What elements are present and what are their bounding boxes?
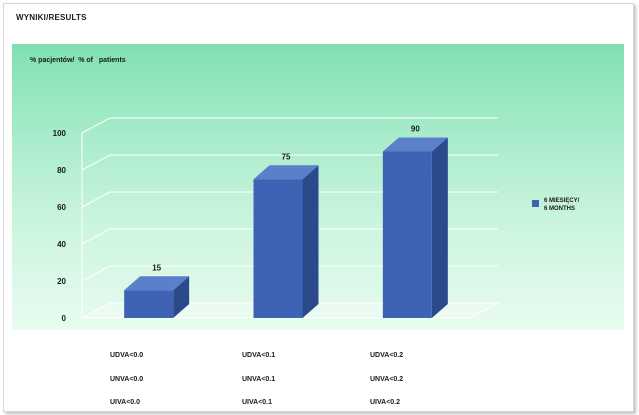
condition-label: UDVA<0.1 (242, 352, 276, 359)
gridline (81, 191, 498, 208)
bar-layer (124, 137, 448, 318)
data-label-layer: 15 75 90 (152, 125, 420, 273)
condition-label: UNVA<0.0 (110, 376, 144, 383)
bar-front (382, 151, 432, 318)
condition-label: UNVA<0.2 (370, 376, 404, 383)
data-label: 15 (152, 263, 161, 272)
condition-label: UIVA<0.0 (110, 399, 141, 406)
legend-swatch (532, 200, 539, 207)
bar-front (124, 290, 174, 318)
bar-side (431, 137, 448, 318)
data-label: 75 (282, 152, 291, 161)
y-axis-title: % pacjentów/ % of patients (30, 57, 126, 64)
y-tick-label: 0 (62, 314, 67, 323)
bar-top (382, 137, 448, 152)
page-title: WYNIKI/RESULTS (16, 13, 87, 22)
y-tick-label: 80 (57, 166, 66, 175)
bar-side (302, 165, 319, 318)
bar (124, 276, 190, 318)
bar-top (124, 276, 190, 291)
gridline (81, 117, 498, 134)
condition-row-uiva: UIVA<0.0 UIVA<0.1 UIVA<0.2 (0, 399, 639, 411)
legend: 6 MIESIĘCY/ 6 MONTHS (532, 197, 579, 213)
condition-label: UNVA<0.1 (242, 376, 276, 383)
gridline (81, 228, 498, 245)
y-tick-label: 40 (57, 240, 66, 249)
y-tick-label: 60 (57, 203, 66, 212)
bar (382, 137, 448, 318)
condition-label: UIVA<0.2 (370, 399, 401, 406)
gridline (81, 154, 498, 171)
condition-label: UIVA<0.1 (242, 399, 273, 406)
y-tick-label: 20 (57, 277, 66, 286)
bar-front (253, 179, 303, 318)
bar (253, 165, 319, 318)
condition-label: UDVA<0.0 (110, 352, 144, 359)
data-label: 90 (411, 125, 420, 134)
condition-label: UDVA<0.2 (370, 352, 404, 359)
legend-label: 6 MIESIĘCY/ 6 MONTHS (544, 198, 580, 212)
y-tick-layer: 0 20 40 60 80 100 (53, 129, 67, 323)
condition-row-udva: UDVA<0.0 UDVA<0.1 UDVA<0.2 (0, 352, 639, 364)
gridline (81, 265, 498, 282)
bar-side (173, 276, 190, 318)
y-tick-label: 100 (53, 129, 67, 138)
condition-row-unva: UNVA<0.0 UNVA<0.1 UNVA<0.2 (0, 376, 639, 388)
bar-top (253, 165, 319, 180)
